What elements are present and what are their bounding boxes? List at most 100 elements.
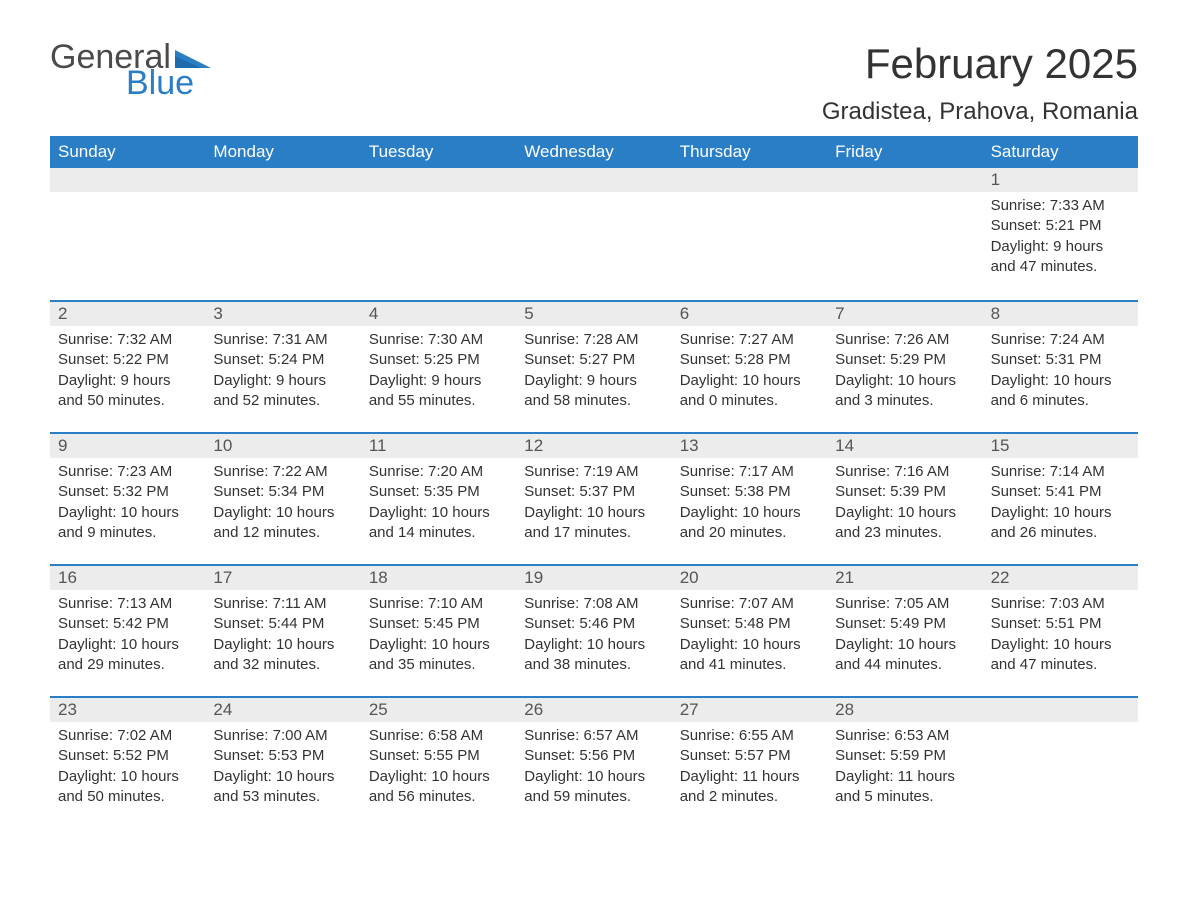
day-body (827, 192, 982, 206)
day-dl1: Daylight: 10 hours (524, 635, 663, 655)
day-sunrise: Sunrise: 7:07 AM (680, 594, 819, 614)
day-number: 1 (983, 168, 1138, 192)
day-dl1: Daylight: 10 hours (680, 371, 819, 391)
day-dl1: Daylight: 10 hours (991, 503, 1130, 523)
day-number: 6 (672, 302, 827, 326)
day-number: 14 (827, 434, 982, 458)
day-body: Sunrise: 7:23 AMSunset: 5:32 PMDaylight:… (50, 458, 205, 553)
day-number (50, 168, 205, 192)
day-sunrise: Sunrise: 6:55 AM (680, 726, 819, 746)
day-cell: 13Sunrise: 7:17 AMSunset: 5:38 PMDayligh… (672, 434, 827, 564)
day-sunrise: Sunrise: 7:26 AM (835, 330, 974, 350)
day-cell: 14Sunrise: 7:16 AMSunset: 5:39 PMDayligh… (827, 434, 982, 564)
day-sunset: Sunset: 5:51 PM (991, 614, 1130, 634)
day-sunset: Sunset: 5:56 PM (524, 746, 663, 766)
day-dl1: Daylight: 10 hours (58, 767, 197, 787)
day-sunrise: Sunrise: 7:16 AM (835, 462, 974, 482)
day-dl1: Daylight: 10 hours (369, 503, 508, 523)
day-sunset: Sunset: 5:22 PM (58, 350, 197, 370)
day-sunset: Sunset: 5:35 PM (369, 482, 508, 502)
day-sunrise: Sunrise: 7:32 AM (58, 330, 197, 350)
day-cell: 9Sunrise: 7:23 AMSunset: 5:32 PMDaylight… (50, 434, 205, 564)
day-sunrise: Sunrise: 7:05 AM (835, 594, 974, 614)
day-body (361, 192, 516, 206)
calendar: SundayMondayTuesdayWednesdayThursdayFrid… (50, 136, 1138, 828)
day-sunrise: Sunrise: 7:11 AM (213, 594, 352, 614)
day-dl2: and 52 minutes. (213, 391, 352, 411)
day-sunrise: Sunrise: 7:17 AM (680, 462, 819, 482)
day-number: 12 (516, 434, 671, 458)
day-sunrise: Sunrise: 6:58 AM (369, 726, 508, 746)
day-sunrise: Sunrise: 7:02 AM (58, 726, 197, 746)
day-dl2: and 12 minutes. (213, 523, 352, 543)
day-cell: 22Sunrise: 7:03 AMSunset: 5:51 PMDayligh… (983, 566, 1138, 696)
day-body: Sunrise: 7:08 AMSunset: 5:46 PMDaylight:… (516, 590, 671, 685)
day-body: Sunrise: 6:58 AMSunset: 5:55 PMDaylight:… (361, 722, 516, 817)
day-sunrise: Sunrise: 7:10 AM (369, 594, 508, 614)
day-sunrise: Sunrise: 7:14 AM (991, 462, 1130, 482)
day-body: Sunrise: 7:05 AMSunset: 5:49 PMDaylight:… (827, 590, 982, 685)
day-number (983, 698, 1138, 722)
day-dl2: and 35 minutes. (369, 655, 508, 675)
day-dl2: and 5 minutes. (835, 787, 974, 807)
day-number (827, 168, 982, 192)
day-dl2: and 9 minutes. (58, 523, 197, 543)
day-body: Sunrise: 7:16 AMSunset: 5:39 PMDaylight:… (827, 458, 982, 553)
day-cell: 17Sunrise: 7:11 AMSunset: 5:44 PMDayligh… (205, 566, 360, 696)
day-number: 2 (50, 302, 205, 326)
day-dl2: and 17 minutes. (524, 523, 663, 543)
day-body: Sunrise: 7:11 AMSunset: 5:44 PMDaylight:… (205, 590, 360, 685)
day-dl2: and 32 minutes. (213, 655, 352, 675)
day-of-week-cell: Friday (827, 136, 982, 168)
day-body: Sunrise: 6:57 AMSunset: 5:56 PMDaylight:… (516, 722, 671, 817)
day-dl1: Daylight: 10 hours (835, 635, 974, 655)
day-number: 21 (827, 566, 982, 590)
logo: General Blue (50, 40, 211, 100)
week-row: 1Sunrise: 7:33 AMSunset: 5:21 PMDaylight… (50, 168, 1138, 300)
day-cell: 5Sunrise: 7:28 AMSunset: 5:27 PMDaylight… (516, 302, 671, 432)
day-number (205, 168, 360, 192)
day-cell: 16Sunrise: 7:13 AMSunset: 5:42 PMDayligh… (50, 566, 205, 696)
day-of-week-cell: Saturday (983, 136, 1138, 168)
day-cell: 21Sunrise: 7:05 AMSunset: 5:49 PMDayligh… (827, 566, 982, 696)
day-number: 16 (50, 566, 205, 590)
day-cell (827, 168, 982, 300)
day-sunrise: Sunrise: 7:33 AM (991, 196, 1130, 216)
day-dl2: and 44 minutes. (835, 655, 974, 675)
day-body (205, 192, 360, 206)
day-body: Sunrise: 7:20 AMSunset: 5:35 PMDaylight:… (361, 458, 516, 553)
day-body: Sunrise: 7:24 AMSunset: 5:31 PMDaylight:… (983, 326, 1138, 421)
day-number (672, 168, 827, 192)
day-cell: 4Sunrise: 7:30 AMSunset: 5:25 PMDaylight… (361, 302, 516, 432)
week-row: 9Sunrise: 7:23 AMSunset: 5:32 PMDaylight… (50, 432, 1138, 564)
day-of-week-cell: Wednesday (516, 136, 671, 168)
day-sunrise: Sunrise: 7:03 AM (991, 594, 1130, 614)
day-sunrise: Sunrise: 7:23 AM (58, 462, 197, 482)
day-sunset: Sunset: 5:34 PM (213, 482, 352, 502)
day-sunset: Sunset: 5:38 PM (680, 482, 819, 502)
day-number: 25 (361, 698, 516, 722)
day-body: Sunrise: 6:55 AMSunset: 5:57 PMDaylight:… (672, 722, 827, 817)
day-dl1: Daylight: 10 hours (524, 503, 663, 523)
day-sunrise: Sunrise: 7:08 AM (524, 594, 663, 614)
day-sunset: Sunset: 5:49 PM (835, 614, 974, 634)
day-cell: 7Sunrise: 7:26 AMSunset: 5:29 PMDaylight… (827, 302, 982, 432)
day-body: Sunrise: 7:26 AMSunset: 5:29 PMDaylight:… (827, 326, 982, 421)
day-dl1: Daylight: 10 hours (991, 371, 1130, 391)
day-sunrise: Sunrise: 7:30 AM (369, 330, 508, 350)
day-dl2: and 26 minutes. (991, 523, 1130, 543)
day-cell: 2Sunrise: 7:32 AMSunset: 5:22 PMDaylight… (50, 302, 205, 432)
day-dl2: and 6 minutes. (991, 391, 1130, 411)
logo-text-blue: Blue (126, 66, 211, 100)
day-of-week-cell: Tuesday (361, 136, 516, 168)
day-cell: 27Sunrise: 6:55 AMSunset: 5:57 PMDayligh… (672, 698, 827, 828)
day-body: Sunrise: 7:13 AMSunset: 5:42 PMDaylight:… (50, 590, 205, 685)
day-body: Sunrise: 7:19 AMSunset: 5:37 PMDaylight:… (516, 458, 671, 553)
day-dl1: Daylight: 9 hours (369, 371, 508, 391)
day-number: 27 (672, 698, 827, 722)
day-sunset: Sunset: 5:46 PM (524, 614, 663, 634)
day-sunset: Sunset: 5:21 PM (991, 216, 1130, 236)
day-body: Sunrise: 7:00 AMSunset: 5:53 PMDaylight:… (205, 722, 360, 817)
day-sunset: Sunset: 5:42 PM (58, 614, 197, 634)
day-sunset: Sunset: 5:28 PM (680, 350, 819, 370)
